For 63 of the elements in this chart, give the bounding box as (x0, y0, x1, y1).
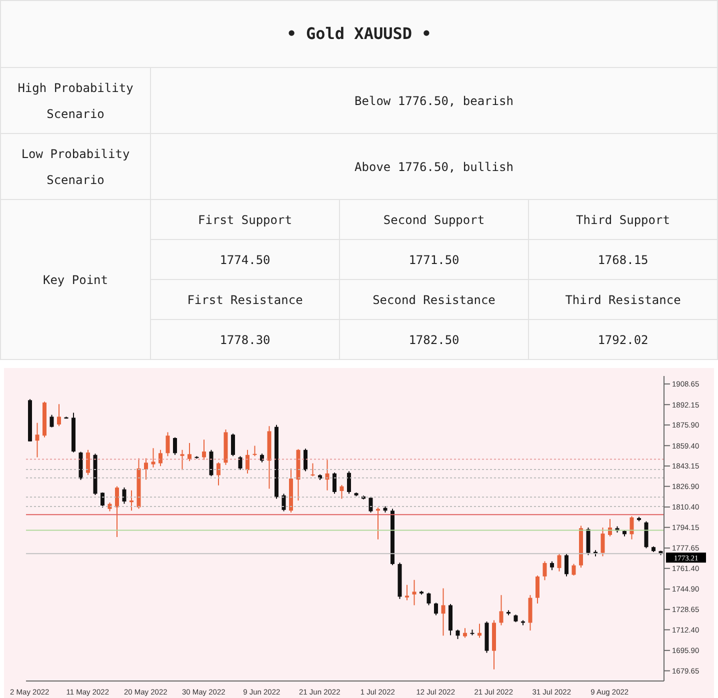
candlestick (310, 462, 315, 477)
candlestick (188, 442, 192, 462)
text: Second Support (340, 200, 528, 240)
candlestick (536, 575, 540, 604)
candlestick (202, 439, 206, 460)
candlestick (246, 449, 250, 474)
candlestick (209, 449, 214, 477)
text: Second Resistance (340, 280, 528, 320)
candlestick (572, 563, 576, 576)
candlestick (252, 445, 257, 457)
text: Below 1776.50, bearish (150, 68, 718, 134)
candlestick (405, 584, 409, 601)
candlestick (115, 486, 119, 538)
candlestick (130, 490, 134, 512)
candlestick (332, 472, 336, 494)
candlestick (166, 432, 170, 457)
text: Above 1776.50, bullish (150, 134, 718, 200)
candlestick (304, 448, 308, 472)
chart-title: • Gold XAUUSD • (0, 0, 718, 68)
candlestick (158, 449, 162, 467)
candlestick (86, 449, 90, 476)
text: 1778.30 (150, 320, 340, 360)
text: 1792.02 (528, 320, 718, 360)
candlestick (600, 527, 605, 557)
candlestick (478, 623, 482, 638)
candlestick (426, 592, 431, 606)
candlestick (180, 449, 184, 471)
text: First Resistance (150, 280, 340, 320)
candlestick (173, 436, 177, 456)
candlestick (122, 486, 126, 504)
candlestick (231, 433, 235, 457)
candlestick (282, 493, 286, 512)
text: 1782.50 (340, 320, 528, 360)
candlestick (564, 553, 568, 577)
text: 1768.15 (528, 240, 718, 280)
candlestick (151, 448, 156, 468)
candlestick (542, 560, 547, 581)
text: High Probability Scenario (0, 68, 150, 134)
text: 1771.50 (340, 240, 528, 280)
text: Third Resistance (528, 280, 718, 320)
candlestick (347, 470, 351, 494)
text: Third Support (528, 200, 718, 240)
candlestick (456, 629, 460, 640)
candlestick (586, 527, 590, 556)
candlestick (57, 404, 61, 427)
candlestick (35, 422, 40, 458)
candlestick (340, 484, 344, 500)
candlestick (325, 459, 330, 491)
candlestick (216, 462, 220, 486)
text: 1774.50 (150, 240, 340, 280)
candlestick (434, 602, 438, 616)
candlestick (144, 458, 148, 480)
candlestick (630, 516, 634, 540)
candlestick (441, 588, 446, 636)
text: Key Point (0, 200, 150, 360)
candlestick (412, 579, 416, 606)
candlestick (499, 594, 504, 626)
candlestick (463, 628, 467, 638)
text: First Support (150, 200, 340, 240)
candlestick (238, 456, 242, 470)
text: Low Probability Scenario (0, 134, 150, 200)
candlestick (50, 414, 54, 428)
candlestick (557, 553, 562, 572)
